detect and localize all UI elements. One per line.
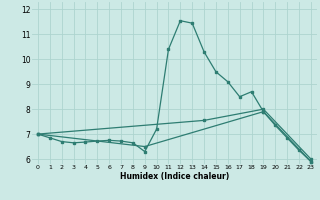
X-axis label: Humidex (Indice chaleur): Humidex (Indice chaleur): [120, 172, 229, 181]
